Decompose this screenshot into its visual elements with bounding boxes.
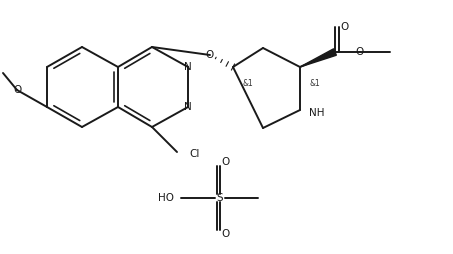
Text: O: O [222,229,230,239]
Text: &1: &1 [243,78,253,87]
Text: O: O [340,22,348,32]
Text: N: N [184,102,192,112]
Text: O: O [222,157,230,167]
Text: S: S [217,193,223,203]
Text: &1: &1 [309,78,320,87]
Polygon shape [300,49,337,67]
Text: O: O [356,47,364,57]
Text: N: N [184,62,192,72]
Text: O: O [206,50,214,60]
Text: Cl: Cl [189,149,199,159]
Text: NH: NH [309,108,324,118]
Text: O: O [14,85,22,95]
Text: HO: HO [158,193,174,203]
